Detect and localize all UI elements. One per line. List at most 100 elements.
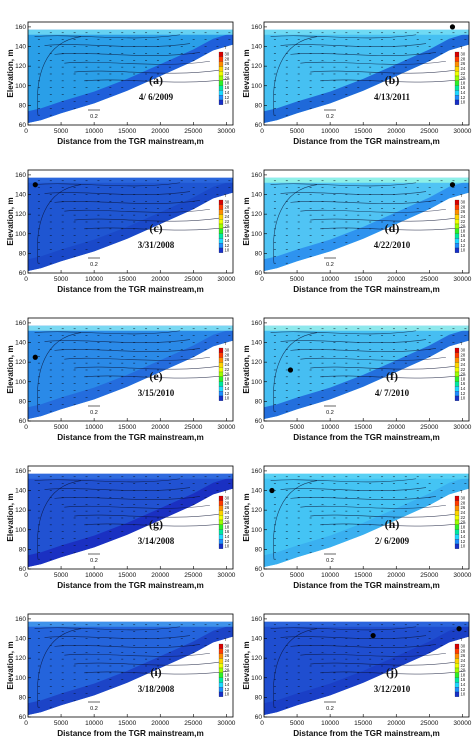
legend-swatch	[454, 51, 460, 57]
legend-level: 22	[225, 367, 230, 372]
legend-swatch	[454, 80, 460, 86]
legend-level: 10	[461, 396, 466, 401]
plot-frame	[27, 317, 234, 422]
legend-level: 28	[461, 56, 466, 61]
streamline	[44, 43, 191, 48]
x-tick-label: 15000	[354, 424, 372, 431]
legend-swatch	[218, 395, 224, 401]
streamline	[273, 184, 317, 264]
legend-title: T	[460, 45, 463, 50]
x-tick-label: 25000	[420, 572, 438, 579]
bottom-layer	[264, 624, 469, 715]
legend-level: 30	[461, 200, 466, 205]
legend-level: 24	[225, 214, 230, 219]
legend-level: 10	[461, 692, 466, 697]
reference-vector-label: 0.2	[326, 410, 334, 416]
bottom-layer	[264, 180, 469, 271]
x-tick-zero: 0	[24, 720, 28, 727]
y-tick-label: 60	[255, 714, 263, 721]
legend-swatch	[454, 75, 460, 81]
y-axis-title: Elevation, m	[242, 197, 251, 245]
streamline	[280, 339, 427, 344]
legend-swatch	[218, 243, 224, 249]
legend-swatch	[218, 209, 224, 215]
panel-label: (h)	[385, 517, 400, 531]
streamline	[320, 374, 466, 379]
legend-swatch	[454, 658, 460, 664]
bottom-layer	[28, 328, 233, 419]
panel-date: 3/12/2010	[374, 684, 411, 694]
legend-swatch	[218, 247, 224, 253]
legend-swatch	[454, 643, 460, 649]
y-tick-label: 100	[15, 231, 26, 238]
surface-layer	[28, 177, 233, 183]
streamline	[74, 661, 220, 666]
x-tick-zero: 0	[260, 720, 264, 727]
x-tick-label: 20000	[387, 720, 405, 727]
panel-label: (i)	[150, 665, 161, 679]
y-tick-label: 140	[251, 340, 262, 347]
reference-vector-label: 0.2	[326, 558, 334, 564]
legend-swatch	[454, 691, 460, 697]
legend-level: 20	[461, 76, 466, 81]
legend-swatch	[218, 510, 224, 516]
y-tick-label: 80	[19, 546, 27, 553]
reference-vector-label: 0.2	[90, 706, 98, 712]
legend-title: T	[224, 341, 227, 346]
legend-level: 20	[225, 668, 230, 673]
legend-level: 30	[225, 52, 230, 57]
x-tick-zero: 0	[260, 276, 264, 283]
legend-level: 18	[461, 228, 466, 233]
legend-level: 14	[225, 386, 230, 391]
streamline	[280, 191, 427, 196]
legend-level: 20	[461, 224, 466, 229]
streamline	[270, 478, 417, 483]
panel-date: 3/31/2008	[138, 240, 175, 250]
x-tick-label: 15000	[354, 276, 372, 283]
panel-label: (f)	[386, 369, 398, 383]
streamline	[300, 504, 446, 509]
bottom-layer	[28, 476, 233, 567]
x-tick-label: 30000	[217, 276, 235, 283]
legend-level: 14	[225, 682, 230, 687]
legend-level: 24	[461, 362, 466, 367]
legend-swatch	[454, 66, 460, 72]
legend-level: 14	[461, 682, 466, 687]
streamline	[64, 356, 210, 361]
legend-swatch	[218, 519, 224, 525]
eddy-center	[287, 367, 294, 373]
plot-frame	[263, 169, 470, 274]
streamline	[54, 644, 200, 648]
legend-swatch	[218, 371, 224, 377]
legend-swatch	[218, 367, 224, 373]
bottom-layer	[28, 624, 233, 715]
streamline	[270, 34, 417, 39]
legend-swatch	[218, 376, 224, 382]
y-tick-label: 120	[251, 359, 262, 366]
legend-swatch	[218, 515, 224, 521]
y-axis-title: Elevation, m	[6, 641, 15, 689]
legend-level: 16	[225, 677, 230, 682]
legend-swatch	[454, 395, 460, 401]
legend-swatch	[454, 381, 460, 387]
surface-layer	[28, 621, 233, 627]
reference-vector-label: 0.2	[90, 558, 98, 564]
y-tick-label: 120	[15, 507, 26, 514]
legend-level: 10	[225, 544, 230, 549]
x-tick-label: 15000	[118, 720, 136, 727]
legend-level: 16	[225, 85, 230, 90]
legend-level: 20	[461, 668, 466, 673]
streamline	[270, 182, 417, 187]
legend-level: 28	[461, 352, 466, 357]
x-tick-label: 5000	[290, 424, 305, 431]
bottom-layer	[264, 328, 469, 419]
y-tick-label: 120	[251, 655, 262, 662]
y-tick-label: 140	[251, 192, 262, 199]
streamline	[270, 330, 417, 335]
legend-level: 20	[461, 520, 466, 525]
legend-level: 12	[461, 95, 466, 100]
